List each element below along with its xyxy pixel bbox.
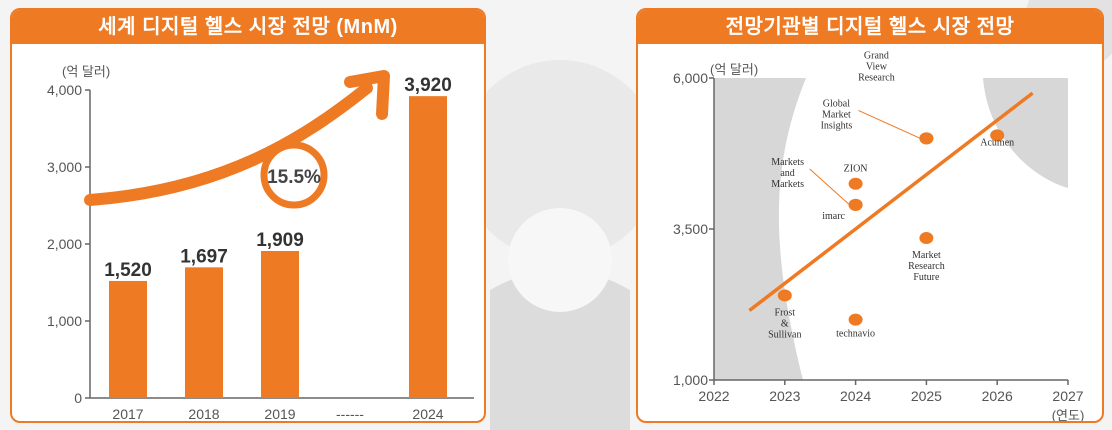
growth-rate-label: 15.5%	[267, 167, 321, 188]
growth-arrow-head	[344, 70, 390, 120]
bar-chart: 0 1,000 2,000 3,000 4,000 (억 달러) 15.5% 2017 1,52…	[47, 64, 474, 422]
data-point	[777, 289, 792, 302]
y-tick-label: 6,000	[673, 70, 708, 86]
bar	[409, 96, 447, 398]
data-point	[919, 132, 934, 145]
scatter-chart-panel: 전망기관별 디지털 헬스 시장 전망 1,000 3,500 6,000 (억 달러)…	[636, 8, 1104, 423]
point-label: technavio	[836, 329, 875, 340]
bar-value-label: 1,520	[104, 260, 152, 281]
scatter-chart: 1,000 3,500 6,000(억 달러) 2022 2023 2024 2025 202…	[673, 50, 1085, 423]
point-label: ZION	[844, 164, 868, 175]
x-tick-label: ------	[336, 406, 364, 422]
growth-circle	[260, 141, 328, 209]
point-label: Grand View Research	[858, 50, 895, 83]
label-leader	[809, 168, 850, 206]
bar-value-label: 1,909	[256, 230, 304, 251]
point-label: Frost & Sullivan	[768, 307, 801, 340]
bar	[109, 280, 147, 398]
x-tick-label: 2017	[112, 406, 143, 422]
growth-arrow	[84, 82, 373, 206]
y-tick-label: 1,000	[47, 313, 82, 329]
scatter-chart-title: 전망기관별 디지털 헬스 시장 전망	[638, 10, 1102, 44]
bar-chart-title: 세계 디지털 헬스 시장 전망 (MnM)	[12, 10, 484, 44]
y-tick-label: 3,500	[673, 221, 708, 237]
unit-label: (억 달러)	[62, 64, 110, 79]
x-tick-label: 2022	[698, 388, 729, 404]
x-tick-label: 2027	[1052, 388, 1083, 404]
y-tick-label: 2,000	[47, 236, 82, 252]
point-label: Global Market Insights	[821, 98, 853, 131]
bar-value-label: 1,697	[180, 246, 228, 267]
x-tick-label: 2025	[911, 388, 942, 404]
bar-chart-panel: 세계 디지털 헬스 시장 전망 (MnM) 0 1,000 2,000 3,000 4,…	[10, 8, 486, 423]
label-leader	[858, 109, 921, 139]
x-tick-label: 2018	[188, 406, 219, 422]
bar	[261, 251, 299, 398]
data-point	[848, 177, 863, 190]
plot-decoration	[983, 78, 1068, 188]
point-label: Markets and Markets	[771, 157, 804, 190]
trend-line	[748, 91, 1034, 312]
data-point	[848, 313, 863, 326]
point-label: Acumen	[980, 137, 1014, 148]
y-tick-label: 4,000	[47, 82, 82, 98]
x-tick-label: 2024	[840, 388, 871, 404]
x-tick-label: 2026	[982, 388, 1013, 404]
y-tick-label: 0	[74, 390, 82, 406]
point-label: Market Research Future	[908, 250, 945, 283]
data-point	[990, 129, 1005, 142]
data-point	[848, 198, 863, 211]
y-tick-label: 1,000	[673, 372, 708, 388]
plot-decoration	[714, 78, 806, 380]
x-tick-label: 2023	[769, 388, 800, 404]
bar	[185, 267, 223, 398]
point-label: imarc	[822, 211, 845, 222]
x-axis-label: (연도)	[1052, 408, 1085, 423]
x-tick-label: 2019	[264, 406, 295, 422]
bar-value-label: 3,920	[404, 75, 452, 96]
data-point	[919, 232, 934, 245]
unit-label: (억 달러)	[710, 62, 758, 77]
y-tick-label: 3,000	[47, 159, 82, 175]
x-tick-label: 2024	[412, 406, 443, 422]
